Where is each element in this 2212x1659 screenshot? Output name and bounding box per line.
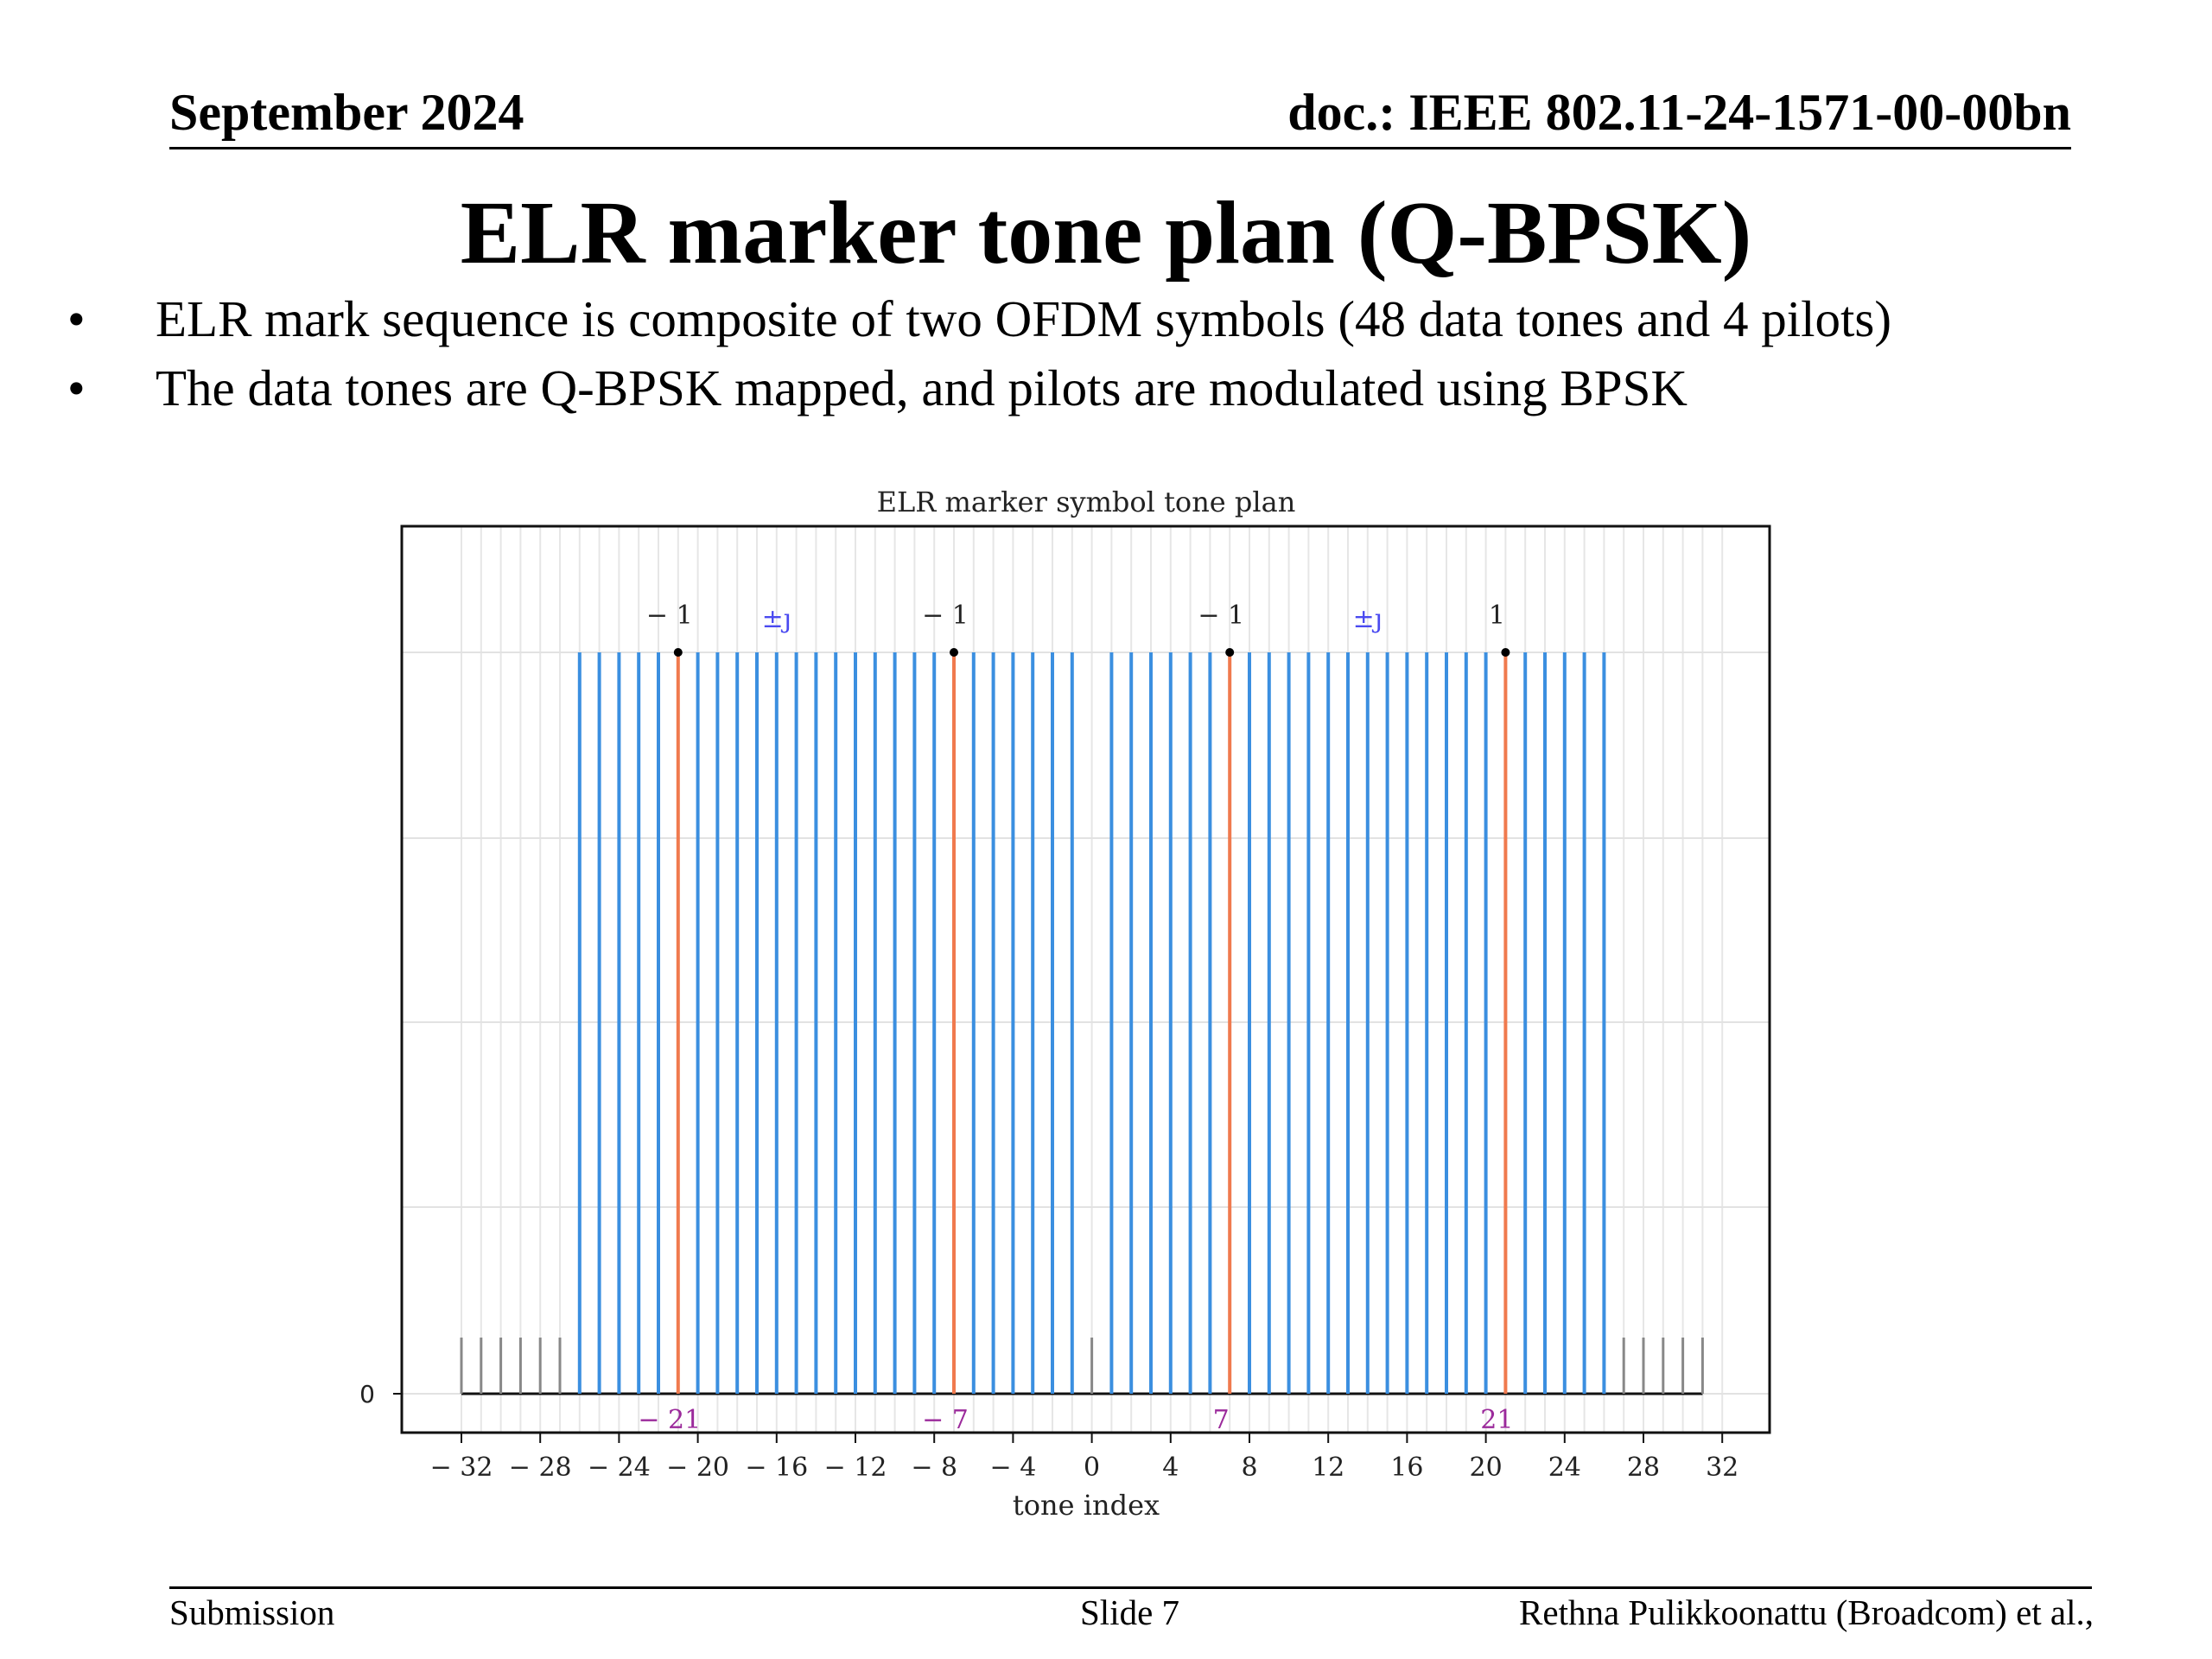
header-rule xyxy=(169,147,2071,149)
x-tick-label: 20 xyxy=(1470,1452,1503,1483)
header-doc-id: doc.: IEEE 802.11-24-1571-00-00bn xyxy=(1287,84,2071,141)
pilot-value-label: − 1 xyxy=(646,601,693,631)
pilot-value-label: − 1 xyxy=(922,601,969,631)
pilot-index-label: − 7 xyxy=(922,1405,969,1435)
pilot-index-label: 21 xyxy=(1480,1405,1513,1435)
x-tick-label: 16 xyxy=(1390,1452,1423,1483)
pilot-marker xyxy=(950,648,958,657)
header-date: September 2024 xyxy=(169,84,524,141)
data-value-label: ±ȷ xyxy=(1353,604,1382,634)
footer-rule xyxy=(169,1586,2092,1589)
x-tick-label: − 16 xyxy=(745,1452,808,1483)
plot-area xyxy=(402,526,1770,1433)
y-tick-label: 0 xyxy=(359,1380,375,1408)
x-tick-label: 0 xyxy=(1084,1452,1100,1483)
x-tick-label: 4 xyxy=(1162,1452,1179,1483)
footer-author: Rethna Pulikkoonattu (Broadcom) et al., xyxy=(1519,1592,2094,1632)
x-tick-label: 8 xyxy=(1241,1452,1257,1483)
bullet-marker: • xyxy=(67,359,86,416)
x-tick-label: − 12 xyxy=(824,1452,887,1483)
pilot-index-label: 7 xyxy=(1213,1405,1230,1435)
pilot-marker xyxy=(673,648,683,657)
x-tick-label: 28 xyxy=(1627,1452,1660,1483)
chart-title: ELR marker symbol tone plan xyxy=(877,486,1296,518)
x-tick-label: 24 xyxy=(1548,1452,1581,1483)
footer-slide-number: Slide 7 xyxy=(1080,1592,1180,1632)
slide-title: ELR marker tone plan (Q-BPSK) xyxy=(460,183,1752,283)
x-tick-label: − 8 xyxy=(911,1452,957,1483)
bullet-text: ELR mark sequence is composite of two OF… xyxy=(156,290,1891,347)
plot-frame xyxy=(400,524,1771,1434)
bullet-text: The data tones are Q-BPSK mapped, and pi… xyxy=(156,359,1688,416)
x-tick-label: 32 xyxy=(1706,1452,1738,1483)
x-tick-label: − 32 xyxy=(430,1452,493,1483)
data-value-label: ±ȷ xyxy=(762,604,791,634)
pilot-marker xyxy=(1225,648,1235,657)
footer-submission: Submission xyxy=(169,1592,335,1632)
x-tick-label: 12 xyxy=(1312,1452,1344,1483)
x-tick-label: − 4 xyxy=(990,1452,1037,1483)
x-tick-label: − 24 xyxy=(588,1452,651,1483)
pilot-index-label: − 21 xyxy=(638,1405,701,1435)
pilot-value-label: 1 xyxy=(1489,601,1505,631)
x-tick-label: − 28 xyxy=(509,1452,572,1483)
x-axis-label: tone index xyxy=(1013,1489,1160,1522)
pilot-value-label: − 1 xyxy=(1198,601,1244,631)
x-tick-label: − 20 xyxy=(666,1452,729,1483)
pilot-marker xyxy=(1501,648,1510,657)
bullet-marker: • xyxy=(67,290,86,347)
